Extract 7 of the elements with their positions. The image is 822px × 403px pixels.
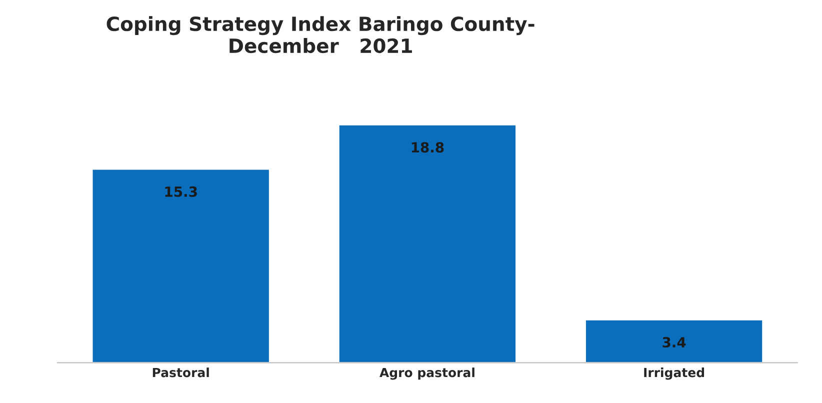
x-tick-label: Irrigated (644, 368, 704, 380)
x-tick-label: Agro pastoral (380, 368, 474, 380)
data-label: 15.3 (165, 186, 197, 197)
data-label: 3.4 (662, 337, 686, 348)
x-tick-label: Pastoral (152, 368, 209, 378)
chart-title: Coping Strategy Index Baringo County- December 2021 (106, 16, 534, 54)
data-label: 18.8 (412, 142, 444, 153)
